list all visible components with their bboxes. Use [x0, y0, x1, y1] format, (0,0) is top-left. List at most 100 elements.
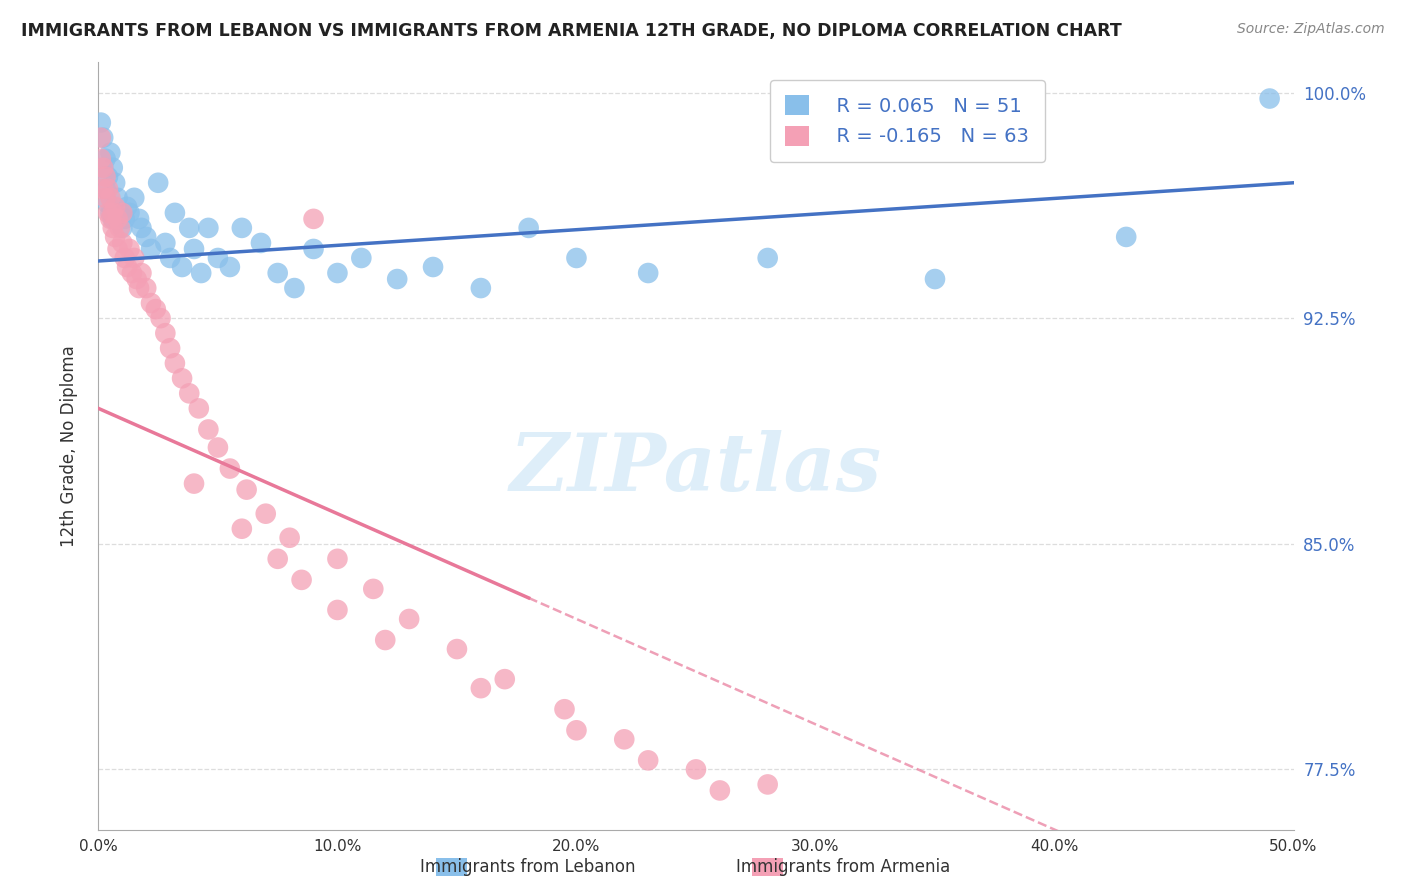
Point [326, 551, 349, 566]
Point [179, 220, 201, 235]
Point [235, 483, 257, 497]
Point [709, 783, 731, 797]
Point [128, 211, 150, 226]
Point [326, 603, 349, 617]
Point [97, 182, 120, 196]
Text: Source: ZipAtlas.com: Source: ZipAtlas.com [1237, 22, 1385, 37]
Point [554, 702, 576, 716]
Point [135, 281, 157, 295]
Point [685, 763, 707, 777]
Point [128, 281, 150, 295]
Point [104, 200, 127, 214]
Point [111, 235, 134, 250]
Point [159, 341, 181, 355]
Text: Immigrants from Armenia: Immigrants from Armenia [737, 858, 950, 876]
Point [115, 260, 138, 274]
Point [98, 211, 122, 226]
Point [118, 242, 141, 256]
Text: ZIPatlas: ZIPatlas [510, 430, 882, 508]
Point [155, 326, 177, 341]
Point [422, 260, 444, 274]
Point [125, 272, 148, 286]
Point [163, 206, 186, 220]
Point [470, 681, 492, 695]
Point [94, 182, 117, 196]
Point [291, 573, 314, 587]
Point [163, 356, 186, 370]
Point [148, 176, 170, 190]
Point [924, 272, 946, 286]
Point [104, 176, 127, 190]
Point [565, 251, 588, 265]
Point [183, 242, 205, 256]
Point [94, 169, 117, 184]
Point [97, 169, 120, 184]
Point [108, 220, 131, 235]
Point [565, 723, 588, 738]
Point [135, 230, 157, 244]
Point [385, 272, 409, 286]
Point [101, 206, 124, 220]
Point [637, 753, 659, 767]
Point [231, 220, 253, 235]
Point [197, 422, 219, 436]
Point [183, 476, 205, 491]
Point [254, 507, 277, 521]
Point [207, 251, 229, 265]
Point [278, 531, 301, 545]
Point [101, 211, 124, 226]
Point [139, 296, 162, 310]
Point [124, 251, 146, 265]
Point [374, 633, 396, 648]
Point [159, 251, 181, 265]
Point [637, 266, 659, 280]
Point [108, 206, 131, 220]
Point [756, 777, 779, 791]
Point [350, 251, 373, 265]
Point [114, 211, 136, 226]
Point [98, 145, 122, 160]
Point [131, 220, 153, 235]
Y-axis label: 12th Grade, No Diploma: 12th Grade, No Diploma [59, 345, 77, 547]
Point [118, 206, 141, 220]
Point [207, 441, 229, 455]
Point [91, 130, 114, 145]
Point [107, 211, 129, 226]
Point [101, 220, 124, 235]
Point [197, 220, 219, 235]
Point [231, 522, 253, 536]
Point [107, 191, 129, 205]
Point [302, 242, 325, 256]
Point [107, 242, 129, 256]
Point [115, 200, 138, 214]
Point [104, 230, 127, 244]
Point [91, 182, 114, 196]
Point [91, 161, 114, 175]
Point [121, 266, 143, 280]
Point [172, 260, 194, 274]
Point [145, 302, 167, 317]
Point [90, 152, 112, 166]
Point [187, 401, 209, 416]
Point [131, 266, 153, 280]
Point [219, 461, 242, 475]
Point [149, 311, 172, 326]
Point [613, 732, 636, 747]
Point [219, 260, 242, 274]
Point [363, 582, 385, 596]
Point [267, 266, 290, 280]
Text: Immigrants from Lebanon: Immigrants from Lebanon [419, 858, 636, 876]
Legend:   R = 0.065   N = 51,   R = -0.165   N = 63: R = 0.065 N = 51, R = -0.165 N = 63 [770, 79, 1045, 161]
Point [139, 242, 162, 256]
Point [1258, 91, 1281, 105]
Point [91, 161, 114, 175]
Point [179, 386, 201, 401]
Point [155, 235, 177, 250]
Point [398, 612, 420, 626]
Point [1115, 230, 1137, 244]
Point [101, 161, 124, 175]
Point [114, 251, 136, 265]
Point [111, 220, 134, 235]
Point [494, 672, 516, 686]
Point [470, 281, 492, 295]
